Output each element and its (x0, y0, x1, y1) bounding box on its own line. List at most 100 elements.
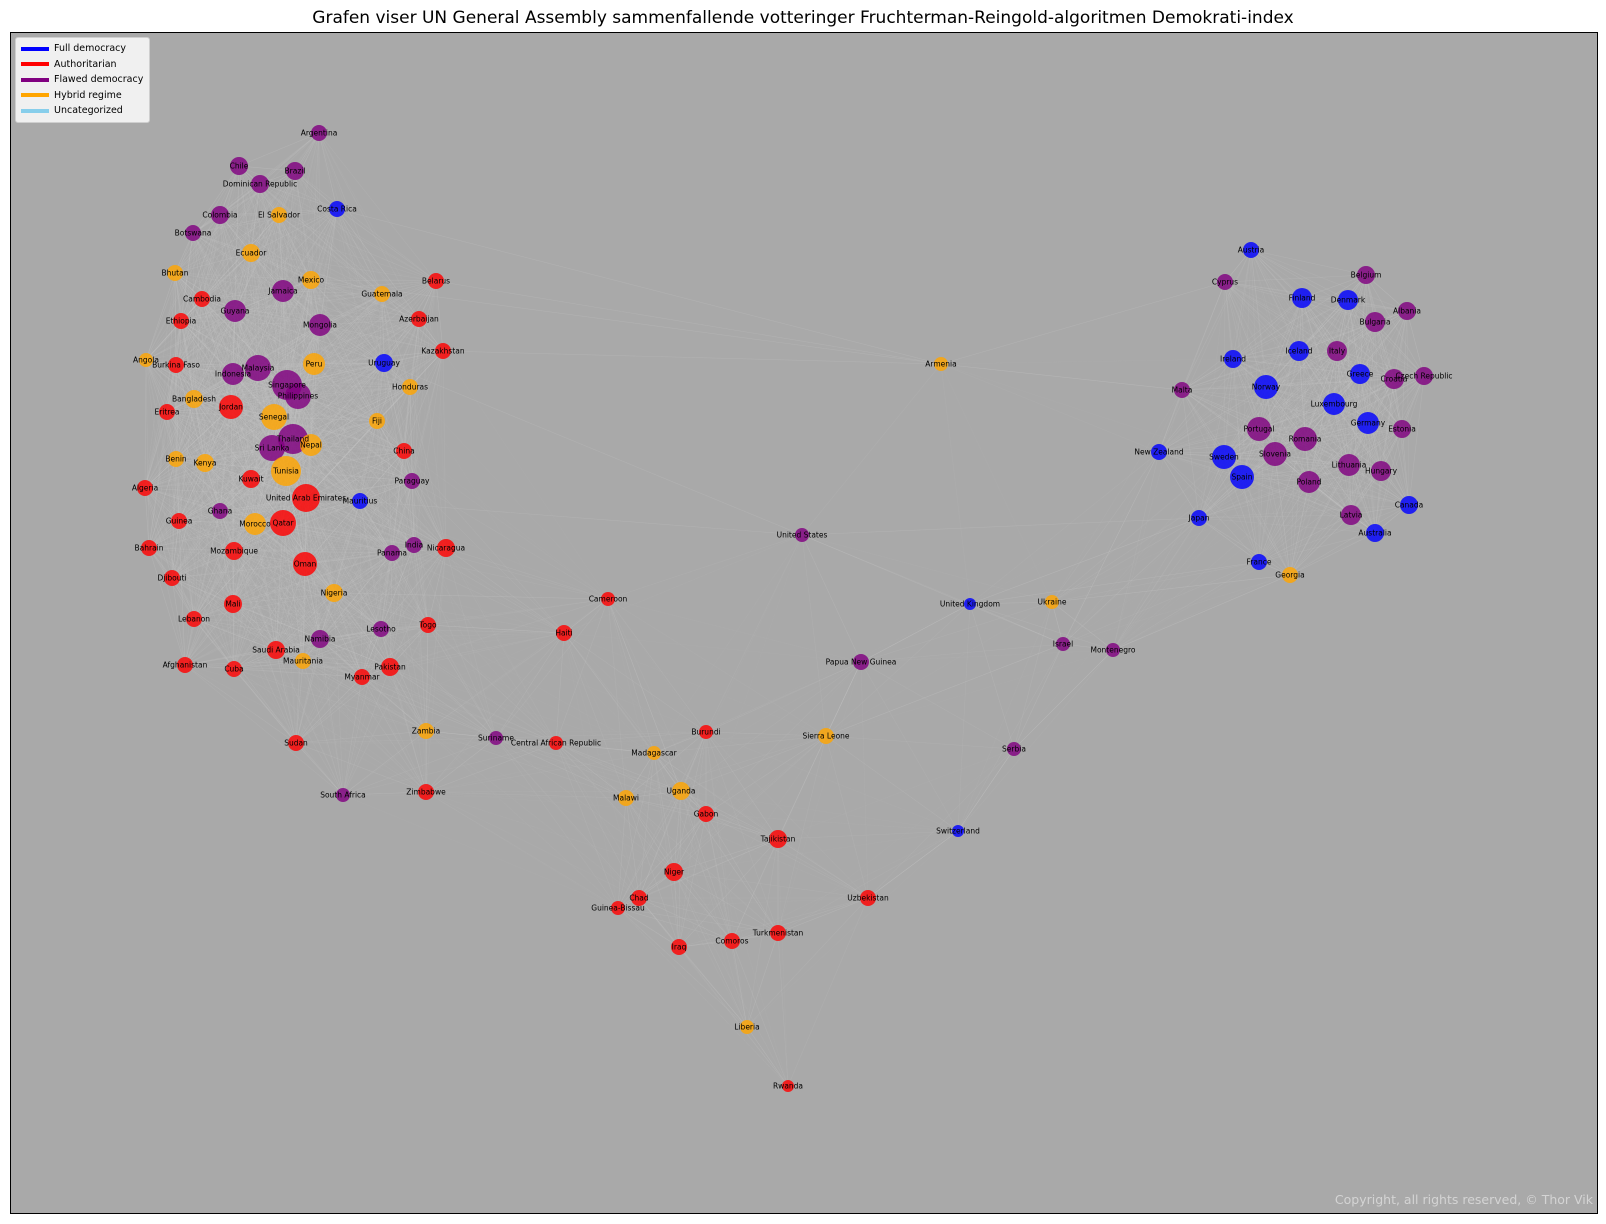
graph-edge (175, 458, 393, 554)
graph-edge (1223, 350, 1338, 458)
graph-edge (166, 411, 234, 605)
graph-edge (1158, 297, 1303, 453)
graph-edge (273, 132, 320, 418)
graph-edge (175, 280, 437, 366)
graph-edge (175, 318, 420, 366)
node-label-kuwait: Kuwait (238, 475, 263, 484)
graph-edge (1301, 297, 1376, 534)
graph-edge (148, 420, 378, 549)
graph-edge (427, 350, 444, 626)
graph-edge (319, 420, 378, 640)
graph-edge (389, 547, 447, 668)
graph-edge (1223, 358, 1234, 458)
graph-edge (1250, 249, 1382, 472)
graph-edge (383, 280, 437, 364)
node-label-malawi: Malawi (613, 794, 639, 803)
graph-edge (383, 362, 393, 554)
graph-edge (175, 458, 391, 668)
graph-edge (193, 398, 235, 670)
graph-edge (250, 478, 382, 630)
graph-edge (275, 450, 405, 651)
graph-edge (1289, 350, 1300, 576)
graph-edge (336, 208, 420, 320)
graph-edge (144, 367, 259, 489)
graph-edge (148, 447, 273, 549)
graph-edge (275, 649, 427, 793)
node-label-italy: Italy (1329, 347, 1346, 356)
graph-edge (232, 373, 393, 554)
graph-edge (940, 363, 1183, 391)
graph-edge (1224, 281, 1234, 360)
node-label-philippines: Philippines (278, 392, 319, 401)
legend-label-hybrid: Hybrid regime (54, 89, 122, 101)
graph-edge (180, 320, 378, 422)
graph-edge (731, 897, 869, 942)
graph-edge (171, 577, 363, 678)
graph-edge (867, 748, 1015, 899)
graph-edge (1198, 297, 1303, 519)
graph-edge (1181, 274, 1367, 391)
graph-edge (1223, 281, 1226, 458)
graph-edge (286, 362, 385, 386)
graph-edge (292, 350, 444, 440)
graph-edge (304, 450, 405, 565)
graph-edge (1347, 299, 1369, 424)
graph-edge (607, 598, 675, 873)
graph-edge (653, 752, 779, 934)
graph-edge (1348, 310, 1408, 466)
graph-edge (333, 480, 413, 594)
graph-edge (234, 310, 420, 320)
graph-edge (285, 470, 413, 482)
graph-edge (313, 363, 411, 388)
graph-edge (292, 386, 411, 440)
graph-edge (376, 280, 437, 422)
graph-edge (219, 214, 420, 320)
graph-edge (180, 320, 315, 365)
graph-edge (275, 649, 557, 744)
graph-edge (144, 398, 195, 489)
node-label-paraguay: Paraguay (394, 477, 430, 486)
graph-edge (1301, 297, 1395, 380)
graph-edge (273, 324, 321, 418)
graph-edge (184, 649, 277, 666)
graph-edge (361, 544, 415, 678)
graph-edge (413, 280, 437, 546)
graph-edge (361, 676, 427, 732)
graph-edge (361, 676, 497, 739)
graph-edge (411, 480, 427, 732)
node-label-oman: Oman (294, 560, 317, 569)
graph-edge (144, 320, 182, 489)
graph-edge (673, 871, 733, 942)
graph-edge (333, 544, 415, 594)
graph-edge (1258, 310, 1408, 430)
legend-item-hybrid: Hybrid regime (21, 88, 143, 104)
graph-edge (1232, 358, 1352, 516)
node-label-kazakhstan: Kazakhstan (421, 347, 464, 356)
graph-edge (184, 664, 297, 744)
graph-edge (275, 363, 315, 651)
node-label-norway: Norway (1252, 383, 1281, 392)
graph-edge (204, 183, 261, 464)
graph-edge (680, 790, 748, 1028)
graph-edge (275, 497, 307, 651)
graph-edge (233, 544, 415, 670)
graph-edge (232, 470, 287, 605)
graph-edge (233, 552, 393, 670)
graph-edge (310, 444, 393, 554)
graph-edge (1112, 464, 1350, 651)
graph-edge (180, 165, 240, 322)
node-label-tajikistan: Tajikistan (760, 835, 796, 844)
graph-edge (389, 666, 557, 744)
graph-edge (940, 358, 1234, 365)
graph-edge (638, 731, 707, 899)
graph-edge (219, 450, 405, 512)
graph-edge (145, 359, 232, 408)
graph-edge (380, 362, 385, 630)
graph-edge (145, 170, 296, 361)
graph-edge (175, 324, 321, 460)
graph-edge (1265, 386, 1350, 466)
graph-edge (342, 676, 363, 796)
graph-edge (969, 451, 1160, 605)
graph-edge (310, 363, 315, 446)
graph-edge (313, 363, 361, 502)
